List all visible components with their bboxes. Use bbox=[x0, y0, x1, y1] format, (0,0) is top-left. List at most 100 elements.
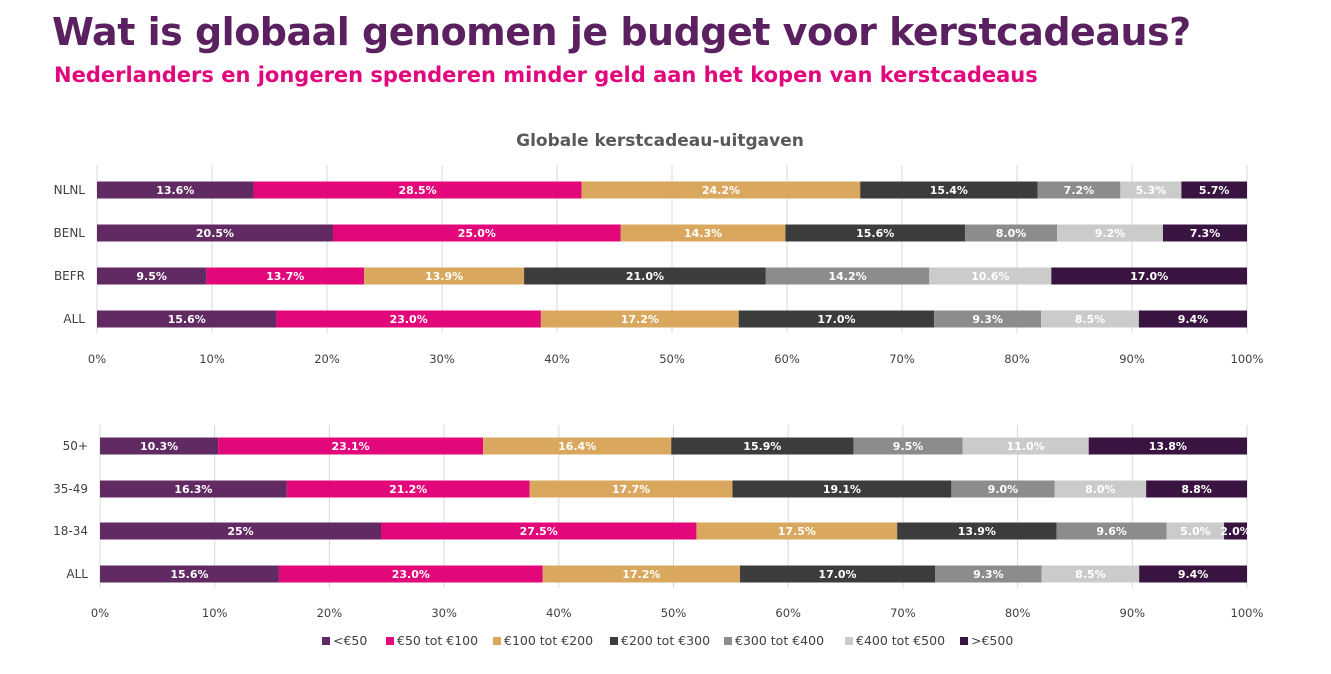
x-tick-label: 70% bbox=[890, 606, 916, 620]
data-label: 8.0% bbox=[1085, 483, 1116, 496]
x-tick-label: 50% bbox=[659, 352, 685, 366]
bar-segment-500 bbox=[1138, 310, 1247, 328]
legend-swatch-100-tot-200 bbox=[493, 637, 501, 645]
x-tick-label: 40% bbox=[546, 606, 572, 620]
bar-segment-300-tot-400 bbox=[765, 267, 930, 285]
x-tick-label: 20% bbox=[317, 606, 343, 620]
data-label: 9.3% bbox=[973, 568, 1004, 581]
data-label: 9.5% bbox=[893, 440, 924, 453]
bar-segment-400-tot-500 bbox=[962, 437, 1089, 455]
data-label: 8.5% bbox=[1075, 313, 1106, 326]
bar-segment-300-tot-400 bbox=[1037, 181, 1121, 199]
data-label: 15.6% bbox=[856, 227, 894, 240]
bar-segment-400-tot-500 bbox=[1057, 224, 1163, 242]
x-tick-label: 20% bbox=[314, 352, 340, 366]
bar-segment-500 bbox=[1139, 565, 1247, 583]
category-label: 18-34 bbox=[53, 524, 88, 538]
data-label: 27.5% bbox=[520, 525, 558, 538]
category-label: 35-49 bbox=[53, 482, 88, 496]
data-label: 9.0% bbox=[988, 483, 1019, 496]
data-label: 15.9% bbox=[743, 440, 781, 453]
bar-segment-50 bbox=[97, 181, 254, 199]
data-label: 9.5% bbox=[136, 270, 167, 283]
x-tick-label: 60% bbox=[775, 606, 801, 620]
data-label: 11.0% bbox=[1007, 440, 1045, 453]
data-label: 13.9% bbox=[958, 525, 996, 538]
x-tick-label: 90% bbox=[1120, 606, 1146, 620]
x-tick-label: 40% bbox=[544, 352, 570, 366]
data-label: 10.3% bbox=[140, 440, 178, 453]
data-label: 13.8% bbox=[1149, 440, 1187, 453]
x-tick-label: 100% bbox=[1231, 352, 1264, 366]
bar-segment-50-tot-100 bbox=[253, 181, 582, 199]
bar-segment-50 bbox=[97, 224, 333, 242]
legend-swatch-300-tot-400 bbox=[724, 637, 732, 645]
data-label: 8.5% bbox=[1075, 568, 1106, 581]
bar-segment-50-tot-100 bbox=[278, 565, 543, 583]
bar-segment-400-tot-500 bbox=[1054, 480, 1147, 498]
data-label: 16.3% bbox=[174, 483, 212, 496]
data-label: 9.6% bbox=[1096, 525, 1127, 538]
data-label: 16.4% bbox=[558, 440, 596, 453]
legend-label: <€50 bbox=[333, 633, 367, 648]
category-label: ALL bbox=[63, 312, 85, 326]
data-label: 14.2% bbox=[828, 270, 866, 283]
bar-segment-500 bbox=[1181, 181, 1247, 199]
bar-segment-100-tot-200 bbox=[581, 181, 861, 199]
bar-segment-500 bbox=[1162, 224, 1247, 242]
legend-swatch-200-tot-300 bbox=[610, 637, 618, 645]
bar-segment-50-tot-100 bbox=[276, 310, 541, 328]
data-label: 13.9% bbox=[425, 270, 463, 283]
data-label: 17.7% bbox=[612, 483, 650, 496]
data-label: 17.2% bbox=[622, 568, 660, 581]
bar-segment-50-tot-100 bbox=[206, 267, 365, 285]
data-label: 8.8% bbox=[1181, 483, 1212, 496]
bar-segment-100-tot-200 bbox=[540, 310, 739, 328]
bar-segment-500 bbox=[1051, 267, 1247, 285]
bar-segment-200-tot-300 bbox=[671, 437, 854, 455]
data-label: 10.6% bbox=[971, 270, 1009, 283]
category-label: 50+ bbox=[63, 439, 88, 453]
x-tick-label: 90% bbox=[1119, 352, 1145, 366]
x-tick-label: 80% bbox=[1005, 606, 1031, 620]
bar-segment-400-tot-500 bbox=[1166, 522, 1225, 540]
data-label: 15.4% bbox=[930, 184, 968, 197]
legend-label: €50 tot €100 bbox=[397, 633, 478, 648]
x-tick-label: 50% bbox=[661, 606, 687, 620]
legend-swatch-50 bbox=[322, 637, 330, 645]
x-tick-label: 30% bbox=[431, 606, 457, 620]
data-label: 13.7% bbox=[266, 270, 304, 283]
data-label: 25% bbox=[227, 525, 253, 538]
x-tick-label: 0% bbox=[91, 606, 109, 620]
category-label: ALL bbox=[66, 567, 88, 581]
data-label: 9.4% bbox=[1178, 313, 1209, 326]
legend-label: €400 tot €500 bbox=[856, 633, 945, 648]
bar-segment-500 bbox=[1088, 437, 1247, 455]
legend-swatch-50-tot-100 bbox=[386, 637, 394, 645]
bar-segment-300-tot-400 bbox=[951, 480, 1055, 498]
chart-title: Globale kerstcadeau-uitgaven bbox=[516, 131, 804, 151]
page-subtitle: Nederlanders en jongeren spenderen minde… bbox=[54, 63, 1038, 87]
data-label: 23.0% bbox=[392, 568, 430, 581]
data-label: 5.3% bbox=[1136, 184, 1167, 197]
data-label: 15.6% bbox=[170, 568, 208, 581]
bar-segment-50 bbox=[100, 522, 382, 540]
bar-segment-300-tot-400 bbox=[1056, 522, 1167, 540]
bar-segment-200-tot-300 bbox=[740, 565, 936, 583]
bar-segment-500 bbox=[1146, 480, 1247, 498]
category-label: BENL bbox=[54, 226, 86, 240]
bar-segment-50 bbox=[97, 267, 207, 285]
legend-label: €300 tot €400 bbox=[735, 633, 824, 648]
data-label: 8.0% bbox=[996, 227, 1027, 240]
data-label: 21.0% bbox=[626, 270, 664, 283]
bar-segment-50-tot-100 bbox=[218, 437, 484, 455]
legend-label: €100 tot €200 bbox=[504, 633, 593, 648]
legend-swatch-400-tot-500 bbox=[845, 637, 853, 645]
data-label: 17.5% bbox=[778, 525, 816, 538]
bar-segment-300-tot-400 bbox=[935, 565, 1042, 583]
bar-segment-400-tot-500 bbox=[1041, 310, 1139, 328]
data-label: 5.7% bbox=[1199, 184, 1230, 197]
data-label: 17.2% bbox=[621, 313, 659, 326]
x-tick-label: 0% bbox=[88, 352, 106, 366]
